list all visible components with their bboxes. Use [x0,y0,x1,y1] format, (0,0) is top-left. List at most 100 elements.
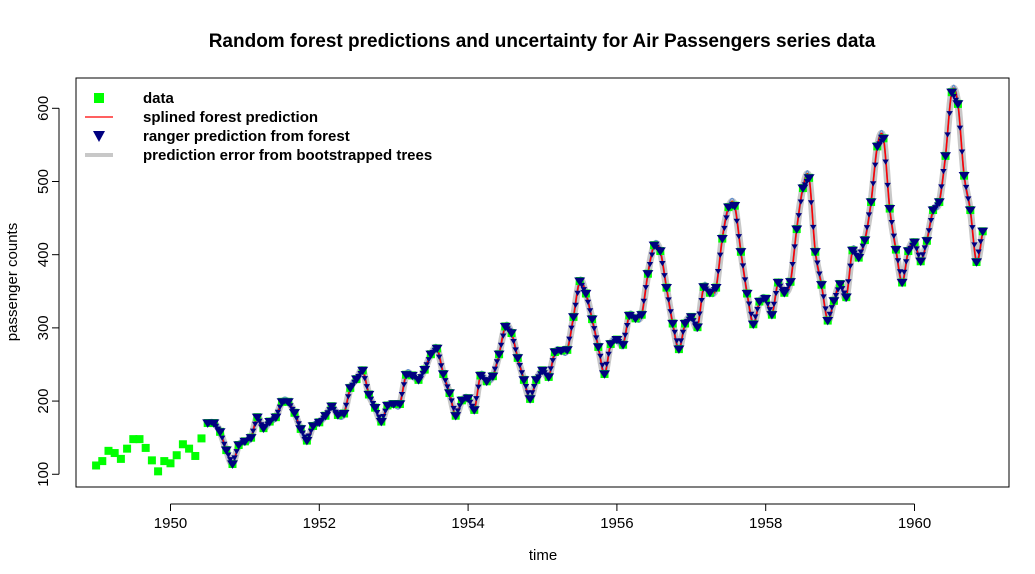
ranger-prediction-point [524,395,536,404]
ranger-prediction-point [274,409,282,416]
y-tick-label: 400 [35,242,52,267]
ranger-prediction-point [636,311,648,320]
ranger-prediction-point [373,410,381,416]
ranger-prediction-point [785,278,797,287]
ranger-prediction-point [814,260,821,266]
ranger-prediction-point [528,390,536,396]
ranger-prediction-point [212,423,220,429]
ranger-prediction-point [770,301,778,307]
ranger-prediction-point [900,269,908,276]
ranger-prediction-point [946,88,958,97]
ranger-prediction-point [853,254,865,263]
ranger-prediction-point [890,233,898,239]
ranger-prediction-point [772,278,784,288]
ranger-prediction-point [605,351,612,357]
ranger-prediction-point [847,263,854,269]
ranger-prediction-point [592,343,604,352]
ranger-prediction-point [797,199,805,205]
ranger-prediction-point [233,449,240,455]
ranger-prediction-point [642,270,654,279]
ranger-prediction-point [376,414,383,420]
data-point [147,456,156,465]
ranger-prediction-point [673,338,681,344]
y-tick-label: 600 [35,96,52,121]
ranger-prediction-point [293,415,300,422]
ranger-prediction-point [816,271,823,277]
x-tick-label: 1958 [749,515,782,532]
ranger-prediction-point [859,236,871,245]
ranger-prediction-point [487,372,499,381]
ranger-prediction-point [894,258,902,264]
ranger-prediction-point [952,100,964,109]
x-tick-label: 1960 [898,515,931,532]
ranger-prediction-point [648,252,656,258]
ranger-prediction-point [975,249,982,255]
ranger-prediction-point [214,428,226,437]
ranger-prediction-point [225,452,232,458]
ranger-prediction-point [456,403,464,409]
ranger-prediction-point [913,246,920,252]
ranger-prediction-point [363,384,371,390]
ranger-prediction-point [778,289,790,298]
ranger-prediction-point [466,399,474,406]
ranger-prediction-point [413,376,424,385]
ranger-prediction-point [840,293,852,302]
legend-label: data [143,90,175,107]
axes: 1950 1952 1954 1956 1958 1960 100 200 300 400 500 6… [35,77,1010,532]
ranger-prediction-point [450,405,457,412]
data-point [154,467,163,476]
ranger-prediction-point [288,409,300,418]
ranger-prediction-point [832,292,840,299]
ranger-prediction-point [723,215,730,221]
ranger-prediction-point [791,225,803,234]
ranger-prediction-point [760,295,772,304]
ranger-prediction-point [549,358,557,364]
ranger-prediction-point [863,225,871,231]
x-tick-label: 1954 [451,515,484,532]
ranger-prediction-point [903,259,910,265]
ranger-prediction-point [425,357,433,363]
ranger-prediction-point [915,252,922,258]
ranger-prediction-point [956,125,964,131]
y-tick-label: 200 [35,389,52,414]
data-point [160,457,169,466]
ranger-prediction-point [590,326,598,332]
ranger-prediction-point [909,238,921,248]
ranger-prediction-point [698,298,705,304]
ranger-prediction-point [841,290,848,296]
ranger-prediction-point [226,460,238,469]
ranger-prediction-point [882,159,889,165]
ranger-prediction-point [568,325,575,331]
data-point [178,440,187,449]
ranger-prediction-point [450,412,462,421]
ranger-prediction-point [933,198,945,207]
ranger-prediction-point [531,383,538,390]
legend-label: prediction error from bootstrapped trees [143,147,432,164]
ranger-prediction-point [249,428,257,434]
ranger-prediction-point [330,406,337,413]
ranger-prediction-point [566,336,573,342]
ranger-prediction-point [962,184,970,191]
ranger-prediction-point [735,248,747,257]
ranger-prediction-point [896,278,908,288]
ranger-prediction-point [561,346,573,355]
ranger-prediction-point [795,213,802,219]
ranger-prediction-point [671,329,678,336]
data-point [197,434,206,443]
ranger-prediction-point [717,252,724,258]
ranger-prediction-point [716,234,728,244]
ranger-prediction-point [766,307,774,313]
ranger-prediction-point [295,425,307,434]
data-point [92,461,101,470]
ranger-prediction-point [437,370,449,379]
ranger-prediction-point [578,282,585,289]
ranger-prediction-point [677,338,685,344]
ranger-prediction-point [431,344,443,354]
ranger-prediction-point [367,396,375,402]
data-point [110,449,119,458]
legend-label: ranger prediction from forest [143,128,350,145]
ranger-prediction-point [603,361,610,367]
ranger-prediction-point [326,402,338,411]
ranger-prediction-point [301,437,313,446]
